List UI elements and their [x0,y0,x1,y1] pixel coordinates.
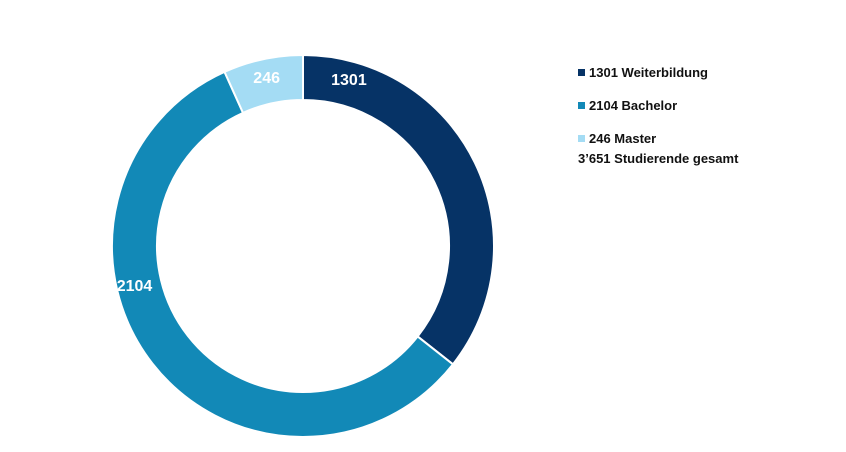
legend-swatch-weiterbildung [578,68,585,76]
legend-swatch-master [578,134,585,142]
legend-item-weiterbildung: 1301 Weiterbildung [578,62,738,82]
donut-slice-bachelor [111,70,455,438]
legend-total: 3’651 Studierende gesamt [578,150,739,166]
legend-item-master: 246 Master [578,128,738,148]
donut-slice-master [223,53,304,115]
slice-label-bachelor: 2104 [117,278,153,295]
chart-legend: 1301 Weiterbildung 2104 Bachelor 246 Mas… [578,62,738,168]
legend-label-bachelor: 2104 Bachelor [589,97,678,113]
donut-slice-weiterbildung [302,53,495,366]
legend-swatch-bachelor [578,101,585,109]
legend-label-master: 246 Master [589,130,657,146]
legend-item-bachelor: 2104 Bachelor [578,95,738,115]
slice-label-weiterbildung: 1301 [331,72,367,89]
legend-label-weiterbildung: 1301 Weiterbildung [589,64,708,80]
slice-label-master: 246 [253,70,280,87]
